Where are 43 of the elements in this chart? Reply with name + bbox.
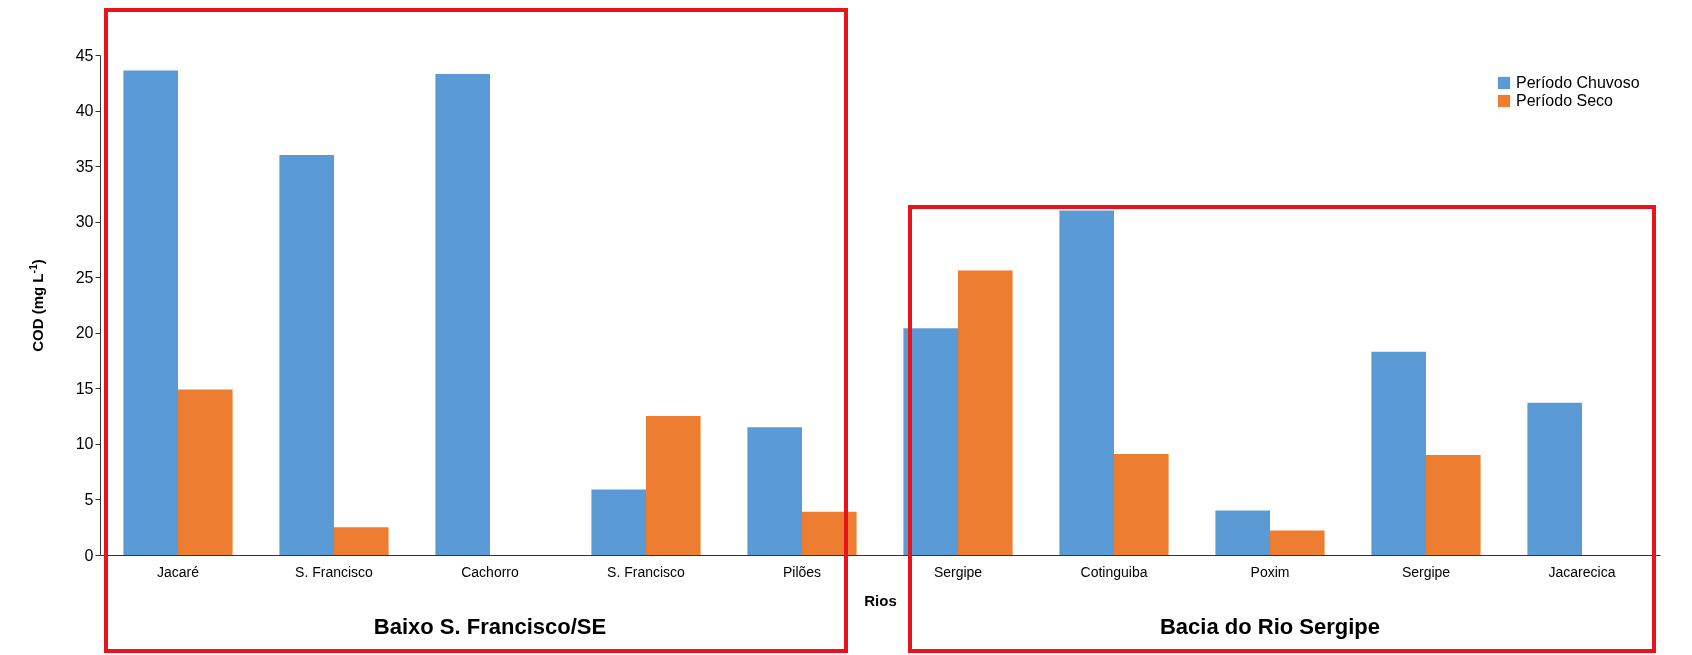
legend-label: Período Seco bbox=[1516, 92, 1614, 109]
bar bbox=[1059, 210, 1114, 555]
bar bbox=[903, 328, 958, 555]
bar bbox=[591, 489, 646, 555]
x-tick-label: Sergipe bbox=[1401, 563, 1451, 580]
y-tick-label: 15 bbox=[75, 379, 94, 397]
x-tick-label: Jacaré bbox=[156, 563, 200, 580]
x-tick-label: Poxim bbox=[1250, 563, 1290, 580]
bar bbox=[435, 73, 490, 555]
bar bbox=[1215, 510, 1270, 555]
y-tick-label: 0 bbox=[84, 546, 94, 564]
bar bbox=[1270, 530, 1325, 555]
x-axis-title: Rios bbox=[864, 591, 897, 609]
x-tick-label: Pilões bbox=[782, 563, 822, 580]
x-tick-label: S. Francisco bbox=[295, 563, 374, 580]
bar bbox=[747, 427, 802, 555]
x-tick-label: Cachorro bbox=[461, 563, 519, 580]
y-tick-label: 25 bbox=[75, 268, 94, 286]
x-tick-label: Jacarecica bbox=[1548, 563, 1616, 580]
bar bbox=[178, 389, 233, 555]
y-tick-label: 5 bbox=[84, 490, 94, 508]
y-tick-label: 30 bbox=[75, 213, 94, 231]
bar bbox=[646, 416, 701, 555]
y-tick-label: 35 bbox=[75, 157, 94, 175]
bar bbox=[1114, 453, 1169, 555]
legend-label: Período Chuvoso bbox=[1516, 74, 1640, 91]
y-tick-label: 20 bbox=[75, 324, 94, 342]
bar bbox=[334, 527, 389, 555]
x-tick-label: Sergipe bbox=[933, 563, 983, 580]
bar bbox=[1371, 351, 1426, 555]
y-tick-label: 10 bbox=[75, 435, 94, 453]
text: Bacia do Rio Sergipe bbox=[1159, 614, 1381, 639]
text: Baixo S. Francisco/SE bbox=[373, 614, 607, 639]
bar bbox=[802, 511, 857, 555]
y-tick-label: 45 bbox=[75, 46, 94, 64]
bar bbox=[1527, 402, 1582, 555]
x-tick-label: Cotinguiba bbox=[1080, 563, 1148, 580]
bar bbox=[279, 155, 334, 555]
bar bbox=[958, 270, 1013, 555]
y-tick-label: 40 bbox=[75, 102, 94, 120]
bar bbox=[1426, 455, 1481, 555]
x-tick-label: S. Francisco bbox=[607, 563, 686, 580]
bar bbox=[123, 70, 178, 555]
